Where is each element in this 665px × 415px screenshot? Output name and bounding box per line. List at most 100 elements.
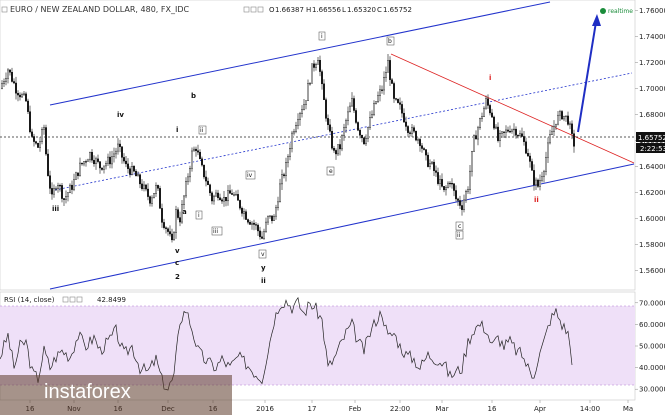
candle-body: [35, 141, 38, 144]
red-trend-line: [390, 53, 635, 164]
candle-body: [232, 194, 235, 196]
candle-body: [489, 105, 492, 114]
candle-body: [521, 133, 524, 137]
wave-labels: iv b i iii a v c 2 y ii i ii: [52, 74, 539, 285]
candle-body: [96, 158, 99, 162]
candle-body: [47, 153, 50, 176]
candle-body: [315, 64, 318, 68]
candle-body: [347, 111, 350, 121]
candle-body: [244, 211, 247, 220]
candle-body: [208, 184, 211, 194]
ohlc-open-label: O: [269, 6, 275, 14]
candle-body: [178, 217, 181, 223]
symbol-dropdown-icon[interactable]: [1, 6, 8, 13]
candle-body: [337, 144, 340, 155]
rsi-hide-icon[interactable]: [69, 296, 76, 303]
candle-body: [441, 179, 444, 187]
wave-label-c: c: [175, 259, 179, 267]
candle-body: [381, 89, 384, 91]
candle-body: [154, 185, 157, 194]
candle-body: [216, 192, 219, 198]
candle-body: [124, 160, 127, 165]
candle-body: [325, 99, 328, 119]
wave-label-iii: iii: [52, 205, 59, 213]
candle-body: [12, 81, 15, 84]
watermark: instaforex: [44, 381, 131, 403]
candle-body: [100, 167, 103, 170]
candle-body: [236, 194, 239, 201]
candle-body: [146, 188, 149, 197]
candle-body: [391, 79, 394, 84]
candle-body: [445, 187, 448, 191]
candle-body: [477, 127, 480, 140]
candle-body: [263, 231, 266, 239]
ohlc-close: 1.65752: [383, 6, 412, 14]
header-settings-icon[interactable]: [243, 6, 250, 13]
candle-body: [64, 196, 67, 200]
candle-body: [164, 227, 167, 229]
candle-body: [517, 135, 520, 137]
header-close-icon[interactable]: [257, 6, 264, 13]
candle-body: [305, 100, 308, 105]
price-tick-label: 1.68000: [639, 111, 665, 119]
candle-body: [53, 188, 56, 195]
candle-body: [130, 166, 133, 175]
box-label-ii: ii: [200, 127, 204, 134]
candle-body: [152, 193, 155, 199]
candle-body: [220, 199, 223, 202]
price-tick-label: 1.62000: [639, 189, 665, 197]
wave-label-y: y: [261, 264, 266, 272]
candle-body: [102, 165, 105, 170]
candle-body: [429, 163, 432, 167]
box-label-b-top: b: [388, 38, 392, 45]
time-tick-label: 2016: [256, 405, 274, 413]
candle-body: [78, 162, 81, 176]
candle-body: [569, 123, 572, 125]
candle-body: [515, 128, 518, 136]
header-hide-icon[interactable]: [250, 6, 257, 13]
candle-body: [505, 129, 508, 133]
candle-body: [92, 159, 95, 165]
candle-body: [108, 156, 111, 165]
candle-body: [473, 135, 476, 152]
candle-body: [14, 82, 17, 94]
candle-body: [82, 161, 85, 165]
candle-body: [271, 215, 274, 221]
candle-body: [88, 152, 91, 161]
candle-body: [19, 94, 22, 98]
candle-body: [285, 162, 288, 177]
candle-body: [371, 114, 374, 118]
candle-body: [437, 172, 440, 184]
candle-body: [174, 209, 177, 233]
candle-body: [1, 83, 4, 89]
ohlc-high: 1.66556: [312, 6, 341, 14]
price-tick-label: 1.60000: [639, 215, 665, 223]
candle-body: [25, 93, 28, 102]
candle-body: [423, 148, 426, 150]
candle-body: [57, 185, 60, 189]
candle-body: [196, 150, 199, 153]
wave-label-ii: ii: [261, 277, 266, 285]
candle-body: [224, 197, 227, 202]
candle-body: [433, 161, 436, 171]
candle-body: [8, 69, 11, 73]
candle-body: [90, 152, 93, 161]
candle-body: [307, 83, 310, 101]
candle-body: [128, 168, 131, 175]
rsi-close-icon[interactable]: [76, 296, 83, 303]
time-tick-label: 17: [308, 405, 317, 413]
candle-body: [491, 112, 494, 118]
candle-body: [563, 115, 566, 120]
candle-body: [267, 215, 270, 223]
candle-body: [184, 180, 187, 197]
candle-body: [529, 155, 532, 162]
candle-body: [417, 139, 420, 141]
candle-body: [112, 153, 115, 157]
rsi-settings-icon[interactable]: [62, 296, 69, 303]
box-label-i-top: i: [321, 33, 323, 40]
candle-body: [144, 184, 147, 190]
time-tick-label: 14:00: [580, 405, 600, 413]
rsi-tick-label: 40.0000: [639, 364, 665, 372]
candle-body: [533, 170, 536, 186]
candle-body: [98, 161, 101, 169]
